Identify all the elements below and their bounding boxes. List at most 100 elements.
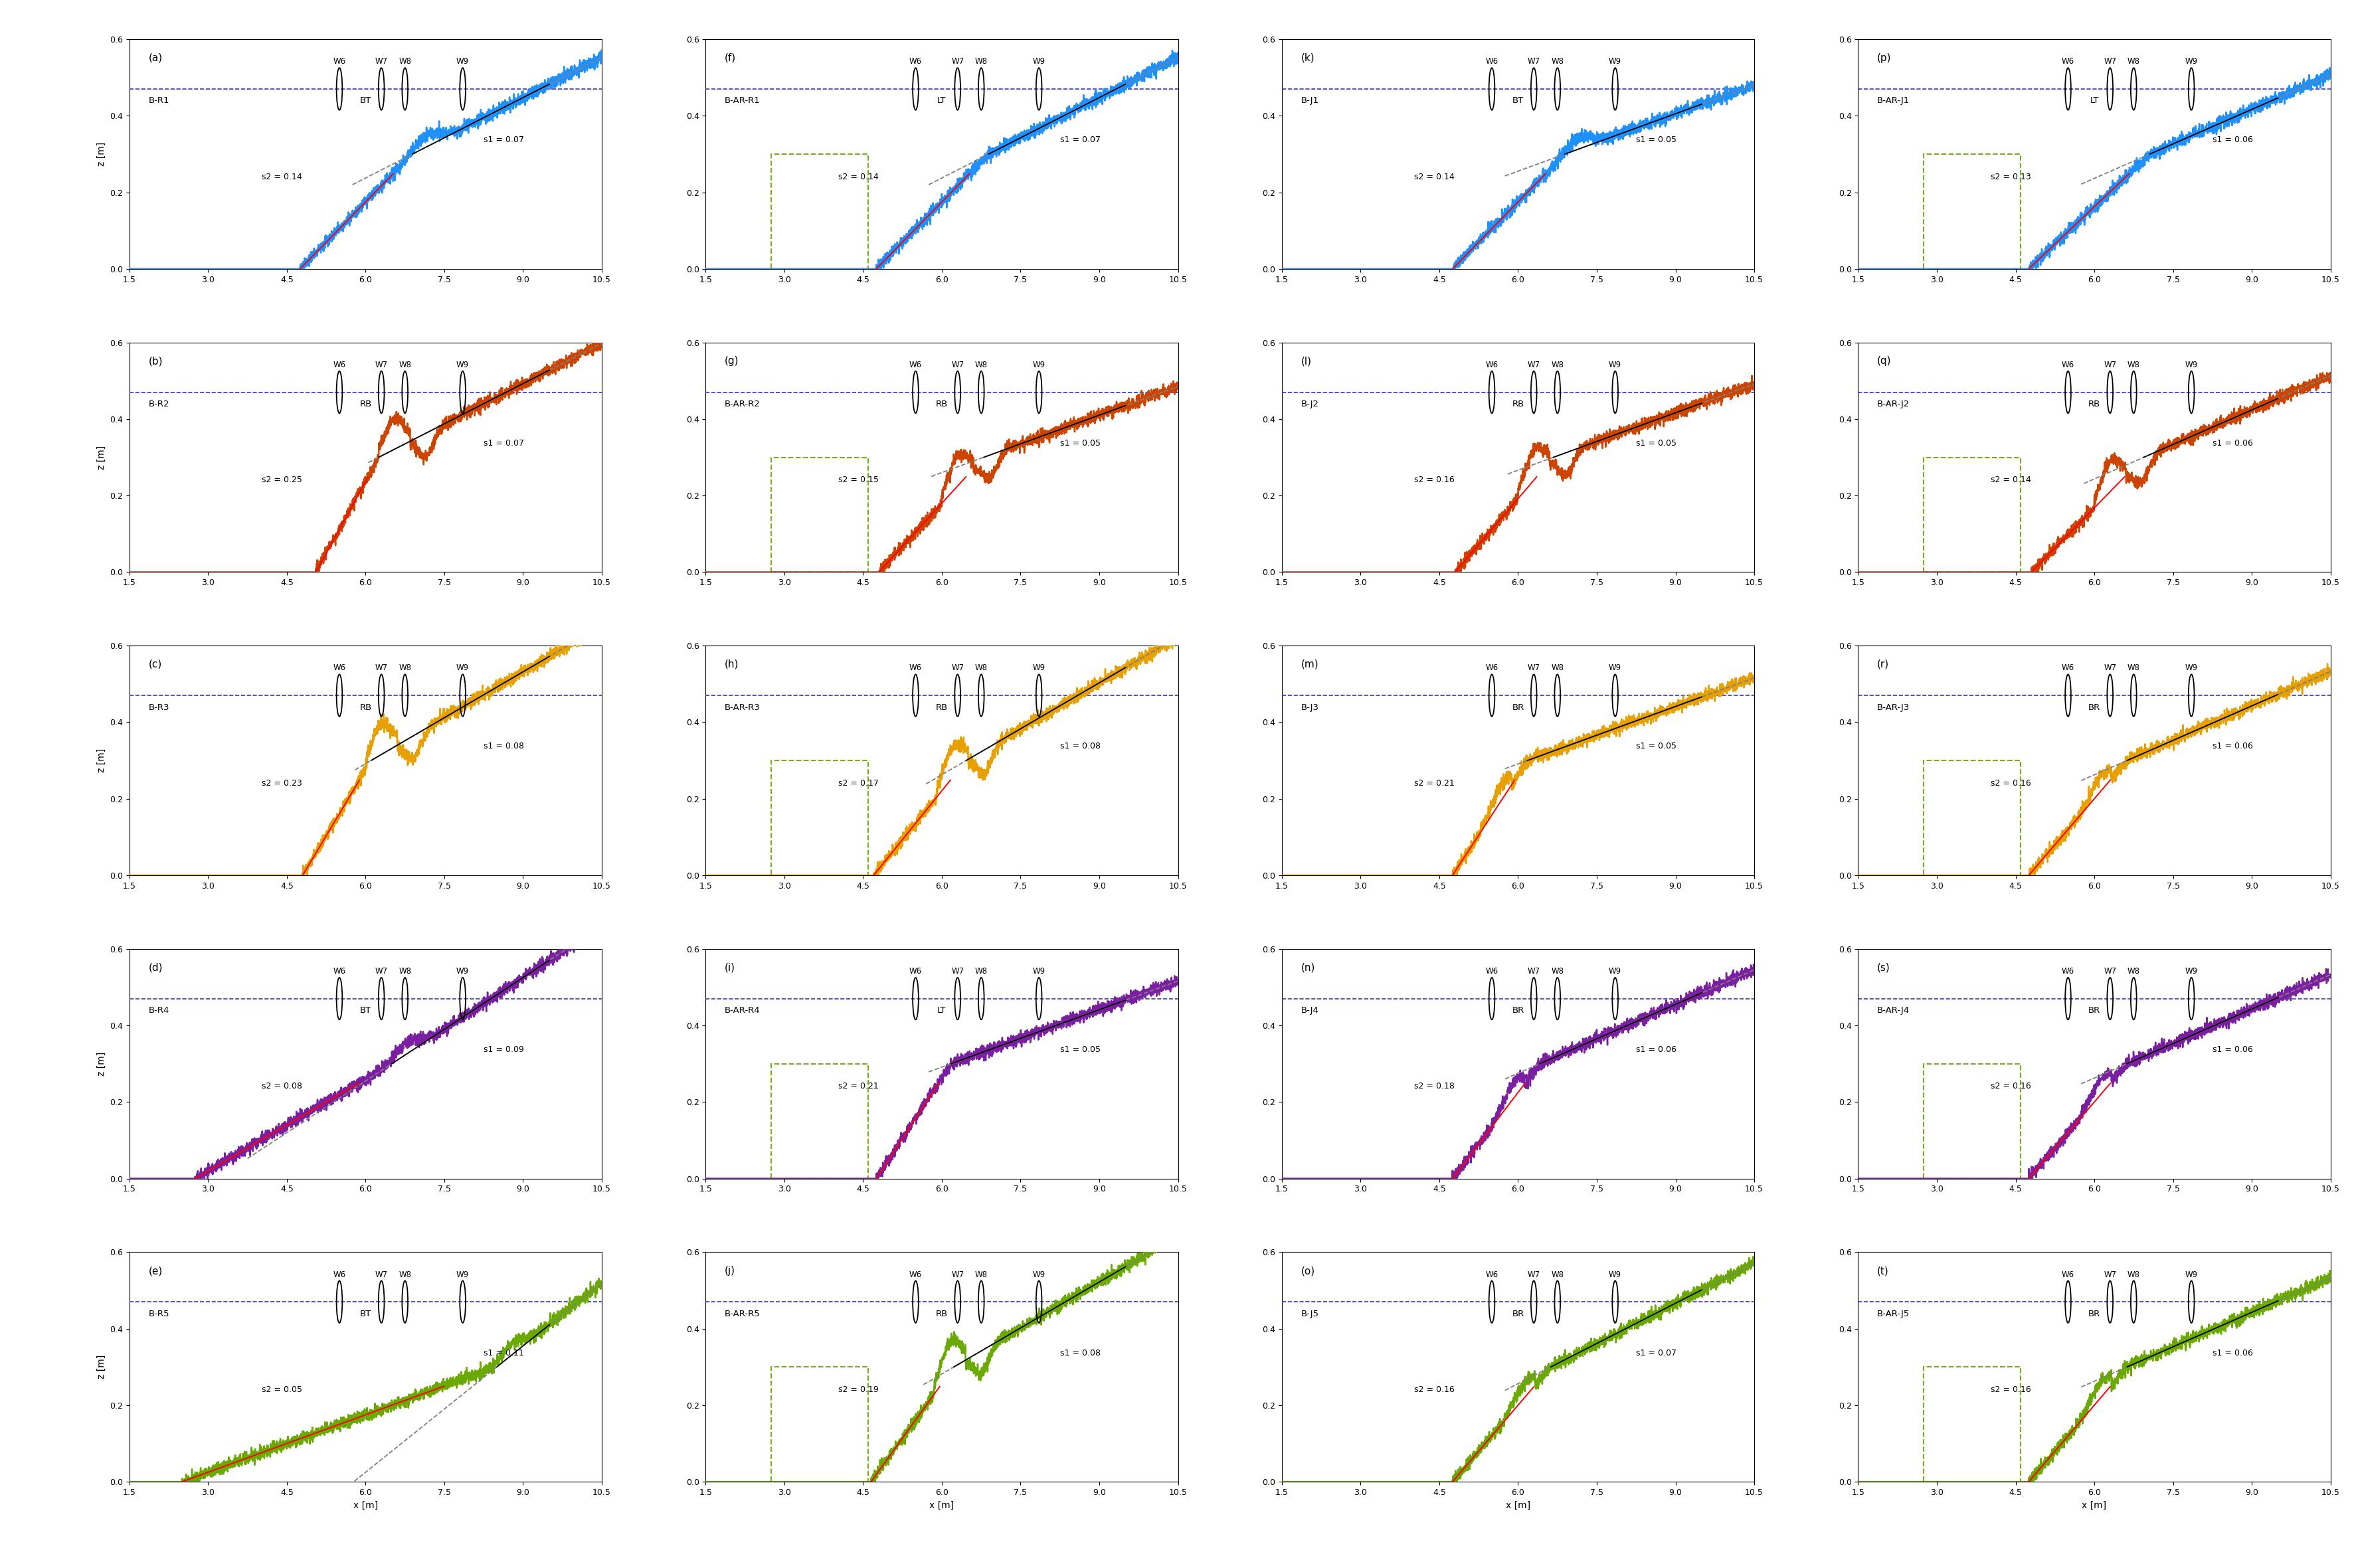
Text: B-AR-R3: B-AR-R3 xyxy=(725,702,760,712)
Text: s1 = 0.06: s1 = 0.06 xyxy=(2213,742,2253,751)
Text: s1 = 0.06: s1 = 0.06 xyxy=(2213,439,2253,447)
Text: B-R3: B-R3 xyxy=(148,702,169,712)
Text: W6: W6 xyxy=(909,967,923,975)
Text: W9: W9 xyxy=(1608,967,1622,975)
Text: B-AR-R2: B-AR-R2 xyxy=(725,400,760,409)
Text: W6: W6 xyxy=(909,1270,923,1279)
Bar xyxy=(1923,1063,2020,1179)
Text: (m): (m) xyxy=(1302,660,1318,670)
Text: RB: RB xyxy=(937,400,949,409)
Text: W9: W9 xyxy=(1033,58,1045,66)
Text: s1 = 0.05: s1 = 0.05 xyxy=(1059,1046,1099,1054)
Text: W6: W6 xyxy=(332,361,346,368)
Text: W8: W8 xyxy=(975,361,989,368)
Y-axis label: z [m]: z [m] xyxy=(97,1355,106,1378)
Text: B-R1: B-R1 xyxy=(148,97,169,105)
Text: BT: BT xyxy=(1511,97,1523,105)
Text: LT: LT xyxy=(937,1007,946,1014)
Text: s1 = 0.07: s1 = 0.07 xyxy=(483,439,525,447)
Text: (p): (p) xyxy=(1876,53,1890,63)
Text: W6: W6 xyxy=(2062,361,2074,368)
Text: RB: RB xyxy=(937,1309,949,1319)
Text: s2 = 0.14: s2 = 0.14 xyxy=(838,172,878,180)
Text: W7: W7 xyxy=(1528,58,1540,66)
Text: W7: W7 xyxy=(2104,361,2116,368)
Text: W9: W9 xyxy=(2185,58,2199,66)
Text: W8: W8 xyxy=(2128,1270,2140,1279)
Text: W8: W8 xyxy=(2128,58,2140,66)
Text: W8: W8 xyxy=(2128,967,2140,975)
Text: W6: W6 xyxy=(909,361,923,368)
Text: s1 = 0.08: s1 = 0.08 xyxy=(1059,1348,1099,1358)
Text: W8: W8 xyxy=(398,361,412,368)
Text: B-AR-J2: B-AR-J2 xyxy=(1876,400,1909,409)
Text: (n): (n) xyxy=(1302,963,1316,972)
Text: W8: W8 xyxy=(1551,1270,1563,1279)
Text: s2 = 0.16: s2 = 0.16 xyxy=(1415,475,1455,485)
Text: W7: W7 xyxy=(374,967,388,975)
Bar xyxy=(772,1367,869,1482)
Text: W7: W7 xyxy=(374,58,388,66)
Text: W7: W7 xyxy=(951,58,963,66)
Text: W7: W7 xyxy=(374,1270,388,1279)
Text: W6: W6 xyxy=(2062,1270,2074,1279)
Text: W9: W9 xyxy=(1033,361,1045,368)
Text: W8: W8 xyxy=(1551,663,1563,673)
Text: W7: W7 xyxy=(1528,663,1540,673)
Text: W6: W6 xyxy=(332,663,346,673)
Text: B-J1: B-J1 xyxy=(1302,97,1318,105)
Text: W8: W8 xyxy=(398,967,412,975)
Text: (q): (q) xyxy=(1876,356,1890,367)
Text: s1 = 0.05: s1 = 0.05 xyxy=(1636,439,1676,447)
Text: W6: W6 xyxy=(2062,663,2074,673)
Text: B-R2: B-R2 xyxy=(148,400,169,409)
Bar xyxy=(772,760,869,875)
Text: W6: W6 xyxy=(332,1270,346,1279)
Text: W9: W9 xyxy=(457,967,468,975)
Text: BR: BR xyxy=(2088,1309,2100,1319)
Y-axis label: z [m]: z [m] xyxy=(97,748,106,773)
Text: B-J5: B-J5 xyxy=(1302,1309,1318,1319)
Text: s2 = 0.16: s2 = 0.16 xyxy=(1415,1385,1455,1394)
Text: (s): (s) xyxy=(1876,963,1890,972)
Text: B-J4: B-J4 xyxy=(1302,1007,1318,1014)
Text: W9: W9 xyxy=(2185,361,2199,368)
Text: s1 = 0.06: s1 = 0.06 xyxy=(2213,1046,2253,1054)
Text: BT: BT xyxy=(360,1007,372,1014)
Text: B-AR-R5: B-AR-R5 xyxy=(725,1309,760,1319)
X-axis label: x [m]: x [m] xyxy=(353,1501,379,1510)
X-axis label: x [m]: x [m] xyxy=(930,1501,953,1510)
Text: LT: LT xyxy=(937,97,946,105)
Text: (k): (k) xyxy=(1302,53,1314,63)
Text: W7: W7 xyxy=(2104,1270,2116,1279)
Text: W8: W8 xyxy=(975,663,989,673)
Text: W7: W7 xyxy=(951,361,963,368)
Text: W6: W6 xyxy=(1485,361,1497,368)
Bar xyxy=(772,154,869,268)
Text: s2 = 0.14: s2 = 0.14 xyxy=(1991,475,2032,485)
Text: RB: RB xyxy=(937,702,949,712)
Text: B-AR-J3: B-AR-J3 xyxy=(1876,702,1909,712)
Text: W7: W7 xyxy=(951,663,963,673)
Text: B-AR-R1: B-AR-R1 xyxy=(725,97,760,105)
Text: s2 = 0.13: s2 = 0.13 xyxy=(1991,172,2032,180)
Text: W9: W9 xyxy=(2185,967,2199,975)
Text: s1 = 0.09: s1 = 0.09 xyxy=(483,1046,525,1054)
Text: W6: W6 xyxy=(332,58,346,66)
Text: BR: BR xyxy=(1511,1309,1523,1319)
Text: W8: W8 xyxy=(975,58,989,66)
Text: W6: W6 xyxy=(332,967,346,975)
Text: W7: W7 xyxy=(1528,361,1540,368)
Text: (l): (l) xyxy=(1302,356,1311,367)
Text: s2 = 0.05: s2 = 0.05 xyxy=(261,1385,301,1394)
Text: W9: W9 xyxy=(2185,663,2199,673)
Text: s2 = 0.16: s2 = 0.16 xyxy=(1991,1385,2032,1394)
Text: BR: BR xyxy=(1511,1007,1523,1014)
Bar xyxy=(1923,760,2020,875)
Text: BR: BR xyxy=(1511,702,1523,712)
Text: s1 = 0.07: s1 = 0.07 xyxy=(1636,1348,1676,1358)
Text: B-R4: B-R4 xyxy=(148,1007,169,1014)
Text: B-AR-J1: B-AR-J1 xyxy=(1876,97,1909,105)
Bar xyxy=(772,458,869,572)
Y-axis label: z [m]: z [m] xyxy=(97,1052,106,1076)
